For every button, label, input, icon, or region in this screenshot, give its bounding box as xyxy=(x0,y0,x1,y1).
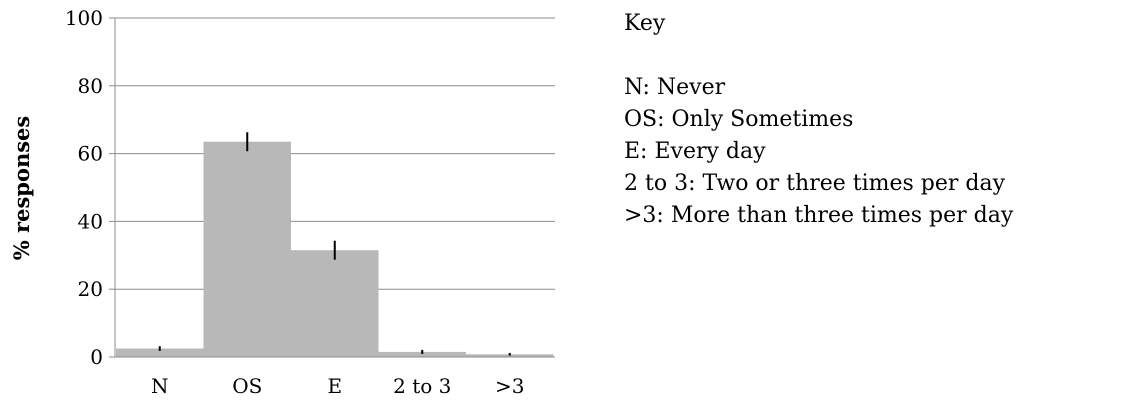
bar xyxy=(203,141,291,357)
key-items: N: Never OS: Only Sometimes E: Every day 2 … xyxy=(624,72,1124,232)
bar xyxy=(378,351,466,357)
key-item: E: Every day xyxy=(624,139,766,164)
y-tick-label: 40 xyxy=(78,209,103,233)
y-tick-label: 0 xyxy=(90,345,103,369)
key-item: N: Never xyxy=(624,75,726,100)
x-tick-label: N xyxy=(151,374,169,398)
x-tick-label: E xyxy=(327,374,342,398)
key-item: OS: Only Sometimes xyxy=(624,107,854,132)
key-title: Key xyxy=(624,11,666,36)
error-bars xyxy=(158,132,511,356)
y-tick-label: 100 xyxy=(65,6,103,30)
x-tick-label: 2 to 3 xyxy=(393,374,451,398)
legend-key: Key N: Never OS: Only Sometimes E: Every d… xyxy=(624,8,1124,232)
y-tick-label: 20 xyxy=(78,277,103,301)
bar xyxy=(291,250,379,357)
bar xyxy=(116,348,204,357)
key-item: >3: More than three times per day xyxy=(624,203,1014,228)
key-item: 2 to 3: Two or three times per day xyxy=(624,171,1006,196)
y-axis-label: % responses xyxy=(9,116,34,260)
x-tick-label: OS xyxy=(232,374,262,398)
bars xyxy=(116,141,554,357)
bar-chart: 0 20 40 60 80 100 N OS E 2 to 3 >3 % responses xyxy=(9,6,555,398)
y-tick-label: 80 xyxy=(78,74,103,98)
x-tick-label: >3 xyxy=(495,374,524,398)
gridlines xyxy=(109,17,555,358)
axes xyxy=(114,18,555,358)
y-tick-label: 60 xyxy=(78,142,103,166)
x-tick-labels: N OS E 2 to 3 >3 xyxy=(151,374,524,398)
y-tick-labels: 0 20 40 60 80 100 xyxy=(65,6,103,369)
